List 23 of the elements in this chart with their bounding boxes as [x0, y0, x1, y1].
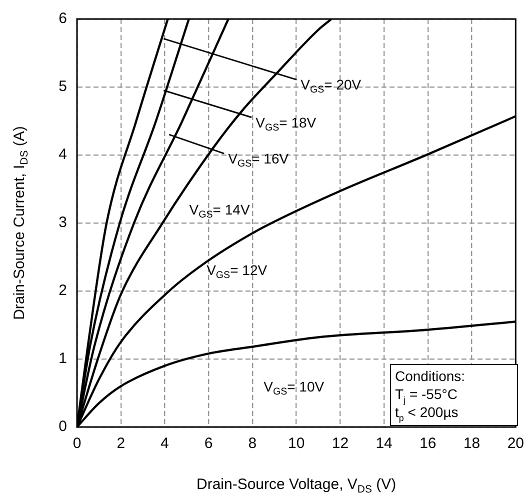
y-tick-label: 3 — [58, 214, 67, 232]
annotation: Conditions: — [395, 367, 466, 385]
y-tick-label: 1 — [58, 350, 67, 368]
x-tick-label: 20 — [507, 435, 524, 452]
x-tick-label: 8 — [248, 435, 257, 452]
x-tick-label: 14 — [376, 435, 392, 452]
y-tick-label: 5 — [58, 78, 67, 96]
y-tick-label: 6 — [58, 10, 67, 28]
annotation: t$_{p}$ < 200µs — [395, 404, 460, 423]
conditions-box: Conditions: T$_{j}$ = -55°C t$_{p}$ < 200µs — [390, 364, 518, 426]
y-axis-title: Drain-Source Current, IDS (A) — [11, 126, 30, 320]
y-tick-label: 0 — [58, 418, 67, 436]
y-tick-label: 2 — [58, 282, 67, 300]
annotation: T$_{j}$ = -55°C — [395, 385, 458, 405]
x-tick-label: 0 — [72, 435, 82, 452]
x-tick-label: 2 — [116, 435, 126, 452]
x-tick-label: 4 — [160, 435, 169, 452]
x-tick-label: 18 — [463, 435, 480, 452]
x-tick-label: 16 — [420, 435, 436, 452]
x-tick-label: 6 — [204, 435, 213, 452]
x-tick-label: 10 — [288, 435, 305, 452]
y-tick-label: 4 — [58, 146, 67, 164]
x-tick-label: 12 — [332, 435, 349, 452]
